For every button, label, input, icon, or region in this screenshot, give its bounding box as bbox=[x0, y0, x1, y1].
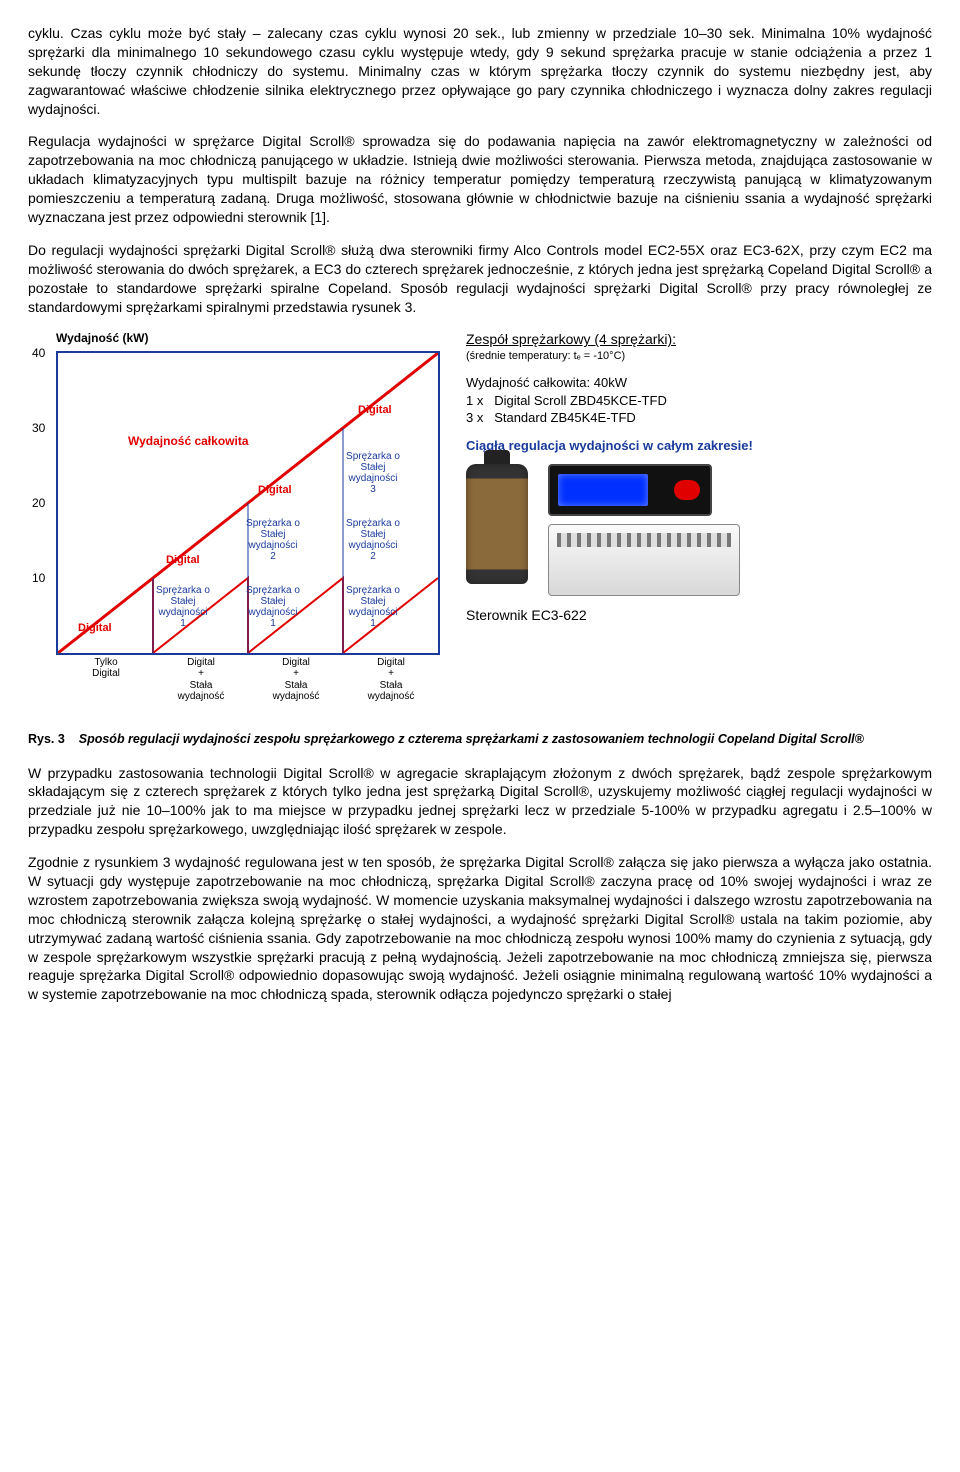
block-text: Sprężarka oStałejwydajności bbox=[346, 585, 400, 618]
xcat-2: Digital+Staławydajność bbox=[166, 657, 236, 703]
figure-3: Wydajność (kW) 40 30 20 10 Wydajność cał… bbox=[28, 330, 932, 724]
blue-callout: Ciągła regulacja wydajności w całym zakr… bbox=[466, 437, 932, 455]
controller-icon bbox=[548, 464, 712, 516]
block-num: 2 bbox=[370, 551, 376, 562]
figure-caption-text: Sposób regulacji wydajności zespołu sprę… bbox=[79, 732, 864, 746]
model-2: Standard ZB45K4E-TFD bbox=[494, 410, 636, 425]
digital-label-1: Digital bbox=[78, 621, 112, 636]
block-text: Sprężarka oStałejwydajności bbox=[246, 518, 300, 551]
rack-header: Zespół sprężarkowy (4 sprężarki): bbox=[466, 330, 932, 349]
block-num: 1 bbox=[180, 618, 186, 629]
block-c3-1: Sprężarka oStałejwydajności 1 bbox=[233, 585, 313, 629]
digital-label-2: Digital bbox=[166, 553, 200, 568]
compressor-icon bbox=[466, 464, 528, 584]
ytick-20: 20 bbox=[32, 495, 45, 511]
block-num: 1 bbox=[370, 618, 376, 629]
comp-line-1: 1 x Digital Scroll ZBD45KCE-TFD bbox=[466, 392, 932, 410]
paragraph-2: Regulacja wydajności w sprężarce Digital… bbox=[28, 132, 932, 226]
block-c3-2: Sprężarka oStałejwydajności 2 bbox=[233, 518, 313, 562]
device-images bbox=[466, 464, 932, 596]
figure-right-panel: Zespół sprężarkowy (4 sprężarki): (średn… bbox=[466, 330, 932, 625]
model-1: Digital Scroll ZBD45KCE-TFD bbox=[494, 393, 667, 408]
capacity-chart: 40 30 20 10 Wydajność całkowita Digital … bbox=[56, 351, 440, 655]
chart-column: Wydajność (kW) 40 30 20 10 Wydajność cał… bbox=[28, 330, 448, 724]
ytick-10: 10 bbox=[32, 570, 45, 586]
ytick-30: 30 bbox=[32, 420, 45, 436]
paragraph-3: Do regulacji wydajności sprężarki Digita… bbox=[28, 241, 932, 317]
block-c4-2: Sprężarka oStałejwydajności 2 bbox=[333, 518, 413, 562]
controller-knob bbox=[674, 480, 700, 500]
digital-label-4: Digital bbox=[358, 403, 392, 418]
controller-screen bbox=[558, 474, 648, 506]
module-icon bbox=[548, 524, 740, 596]
chart-y-axis-title: Wydajność (kW) bbox=[56, 330, 448, 346]
block-text: Sprężarka oStałejwydajności bbox=[156, 585, 210, 618]
rack-sub: (średnie temperatury: tₑ = -10°C) bbox=[466, 349, 932, 364]
digital-label-3: Digital bbox=[258, 483, 292, 498]
block-c2-1: Sprężarka oStałejwydajności 1 bbox=[143, 585, 223, 629]
block-c4-3: Sprężarka oStałejwydajności 3 bbox=[333, 451, 413, 495]
figure-caption: Rys. 3 Sposób regulacji wydajności zespo… bbox=[28, 731, 932, 748]
block-num: 2 bbox=[270, 551, 276, 562]
qty-1: 1 x bbox=[466, 393, 483, 408]
block-num: 3 bbox=[370, 484, 376, 495]
block-c4-1: Sprężarka oStałejwydajności 1 bbox=[333, 585, 413, 629]
xcat-1: TylkoDigital bbox=[71, 657, 141, 680]
ytick-40: 40 bbox=[32, 345, 45, 361]
block-text: Sprężarka oStałejwydajności bbox=[346, 518, 400, 551]
comp-line-2: 3 x Standard ZB45K4E-TFD bbox=[466, 409, 932, 427]
xcat-4: Digital+Staławydajność bbox=[356, 657, 426, 703]
paragraph-5: Zgodnie z rysunkiem 3 wydajność regulowa… bbox=[28, 853, 932, 1004]
block-text: Sprężarka oStałejwydajności bbox=[246, 585, 300, 618]
paragraph-1: cyklu. Czas cyklu może być stały – zalec… bbox=[28, 24, 932, 118]
block-num: 1 bbox=[270, 618, 276, 629]
block-text: Sprężarka oStałejwydajności bbox=[346, 451, 400, 484]
total-capacity-label: Wydajność całkowita bbox=[128, 433, 249, 449]
total-capacity: Wydajność całkowita: 40kW bbox=[466, 374, 932, 392]
figure-number: Rys. 3 bbox=[28, 732, 65, 746]
controller-group bbox=[548, 464, 740, 596]
qty-2: 3 x bbox=[466, 410, 483, 425]
xcat-3: Digital+Staławydajność bbox=[261, 657, 331, 703]
controller-label: Sterownik EC3-622 bbox=[466, 606, 932, 625]
paragraph-4: W przypadku zastosowania technologii Dig… bbox=[28, 764, 932, 840]
